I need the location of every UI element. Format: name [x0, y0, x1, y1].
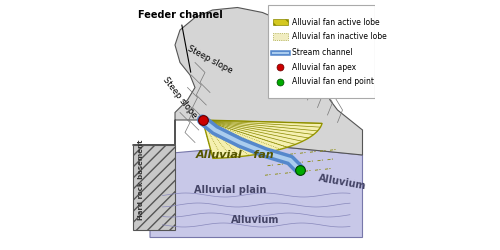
Text: Alluvium: Alluvium: [318, 174, 367, 192]
Text: Alluvial fan end point: Alluvial fan end point: [292, 77, 374, 86]
Text: Alluvial fan apex: Alluvial fan apex: [292, 63, 356, 72]
FancyBboxPatch shape: [268, 5, 375, 98]
Text: Alluvium: Alluvium: [231, 215, 279, 225]
Bar: [272, 33, 287, 40]
Text: Stream channel: Stream channel: [292, 48, 353, 57]
Text: Steep slope: Steep slope: [161, 75, 199, 120]
Text: Alluvial   fan: Alluvial fan: [196, 150, 274, 160]
Polygon shape: [132, 8, 362, 155]
Text: Alluvial fan inactive lobe: Alluvial fan inactive lobe: [292, 32, 387, 41]
Text: Steep slope: Steep slope: [186, 44, 234, 76]
Polygon shape: [150, 145, 362, 238]
Text: Hard rock basement: Hard rock basement: [138, 140, 144, 220]
Polygon shape: [132, 145, 175, 230]
Polygon shape: [202, 120, 322, 158]
Text: Alluvial plain: Alluvial plain: [194, 185, 266, 195]
Bar: [272, 19, 287, 25]
Text: Alluvial fan active lobe: Alluvial fan active lobe: [292, 18, 380, 26]
Text: Feeder channel: Feeder channel: [138, 10, 222, 72]
